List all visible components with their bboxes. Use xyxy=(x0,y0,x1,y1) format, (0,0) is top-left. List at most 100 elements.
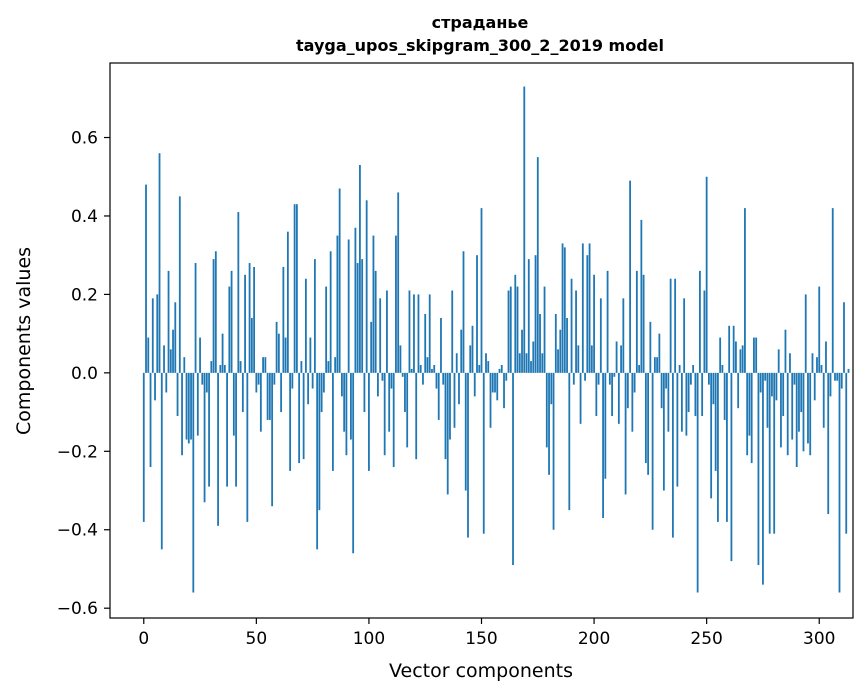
bar-267 xyxy=(744,208,746,373)
bar-297 xyxy=(811,353,814,373)
bar-309 xyxy=(838,372,841,593)
bar-65 xyxy=(289,372,292,471)
bar-116 xyxy=(404,372,406,413)
bar-310 xyxy=(840,372,843,389)
chart-title: страданье xyxy=(432,13,529,32)
bar-203 xyxy=(599,298,602,373)
bar-212 xyxy=(620,345,622,373)
bar-178 xyxy=(543,286,546,373)
bar-105 xyxy=(379,298,382,373)
bar-251 xyxy=(708,372,710,385)
bar-22 xyxy=(192,372,195,593)
bar-296 xyxy=(809,372,812,456)
bar-171 xyxy=(527,259,530,373)
bar-41 xyxy=(235,372,237,487)
bar-242 xyxy=(687,372,690,413)
bar-114 xyxy=(399,345,402,373)
bar-290 xyxy=(795,372,798,467)
bar-80 xyxy=(322,372,325,393)
bar-137 xyxy=(451,290,454,373)
bar-208 xyxy=(611,372,613,416)
bar-206 xyxy=(606,270,609,373)
bar-36 xyxy=(223,365,226,373)
bar-71 xyxy=(302,372,305,460)
bar-173 xyxy=(532,341,535,373)
bar-103 xyxy=(374,270,377,373)
bar-221 xyxy=(640,219,643,373)
bar-190 xyxy=(570,278,573,373)
bar-282 xyxy=(777,349,780,373)
bar-97 xyxy=(361,259,364,373)
bar-1 xyxy=(145,184,147,373)
bar-9 xyxy=(163,345,165,373)
bar-70 xyxy=(300,361,303,373)
bar-150 xyxy=(480,208,483,373)
x-tick-label: 100 xyxy=(353,629,385,649)
bar-46 xyxy=(246,372,249,522)
bar-57 xyxy=(271,372,274,507)
bar-158 xyxy=(498,368,501,373)
bar-84 xyxy=(332,372,334,471)
bar-165 xyxy=(514,274,517,373)
bar-157 xyxy=(496,372,499,401)
bar-170 xyxy=(525,353,528,373)
bar-134 xyxy=(444,372,447,460)
bar-162 xyxy=(507,290,510,373)
bar-153 xyxy=(487,361,490,373)
bar-40 xyxy=(232,372,235,436)
y-tick-label: −0.6 xyxy=(57,599,98,619)
bar-180 xyxy=(548,372,550,475)
bar-21 xyxy=(190,372,192,440)
bar-219 xyxy=(635,270,638,373)
bar-245 xyxy=(694,372,697,416)
chart-subtitle: tayga_upos_skipgram_300_2_2019 model xyxy=(296,36,664,55)
bar-90 xyxy=(345,372,348,456)
bar-174 xyxy=(534,255,537,373)
bar-110 xyxy=(390,372,393,389)
x-tick-label: 0 xyxy=(138,629,149,649)
bar-224 xyxy=(647,372,650,475)
bar-271 xyxy=(753,337,755,373)
bar-93 xyxy=(352,372,355,554)
bar-19 xyxy=(185,372,188,440)
bar-94 xyxy=(354,227,357,373)
bar-235 xyxy=(671,372,674,538)
bar-217 xyxy=(631,372,634,432)
bar-223 xyxy=(644,372,647,464)
bar-302 xyxy=(822,372,825,428)
bar-179 xyxy=(545,372,548,448)
x-tick-label: 300 xyxy=(803,629,835,649)
bar-63 xyxy=(284,337,287,373)
x-tick-label: 250 xyxy=(690,629,722,649)
x-axis-label: Vector components xyxy=(389,660,573,682)
bar-197 xyxy=(586,255,589,373)
bar-257 xyxy=(721,365,724,373)
bar-42 xyxy=(237,212,240,373)
bar-142 xyxy=(462,251,465,373)
bar-89 xyxy=(343,372,346,432)
y-tick-label: 0.0 xyxy=(71,364,98,384)
bar-182 xyxy=(552,372,555,530)
bar-201 xyxy=(595,372,598,416)
bar-111 xyxy=(392,372,395,467)
bar-8 xyxy=(160,372,163,550)
bar-154 xyxy=(489,372,492,428)
bar-237 xyxy=(676,372,679,487)
bar-44 xyxy=(241,372,244,413)
bar-106 xyxy=(381,372,384,381)
bar-175 xyxy=(536,157,539,373)
bar-78 xyxy=(318,372,321,511)
bar-277 xyxy=(766,372,769,428)
plot-frame xyxy=(109,62,854,619)
bar-200 xyxy=(593,274,595,373)
bar-51 xyxy=(257,372,260,385)
bar-259 xyxy=(726,372,728,522)
bar-61 xyxy=(280,372,283,413)
bar-86 xyxy=(336,235,339,373)
bar-20 xyxy=(187,372,190,444)
y-tick-label: −0.2 xyxy=(57,442,98,462)
bar-312 xyxy=(845,372,848,534)
bar-301 xyxy=(820,365,823,373)
bar-30 xyxy=(210,361,213,373)
bar-92 xyxy=(350,372,352,440)
